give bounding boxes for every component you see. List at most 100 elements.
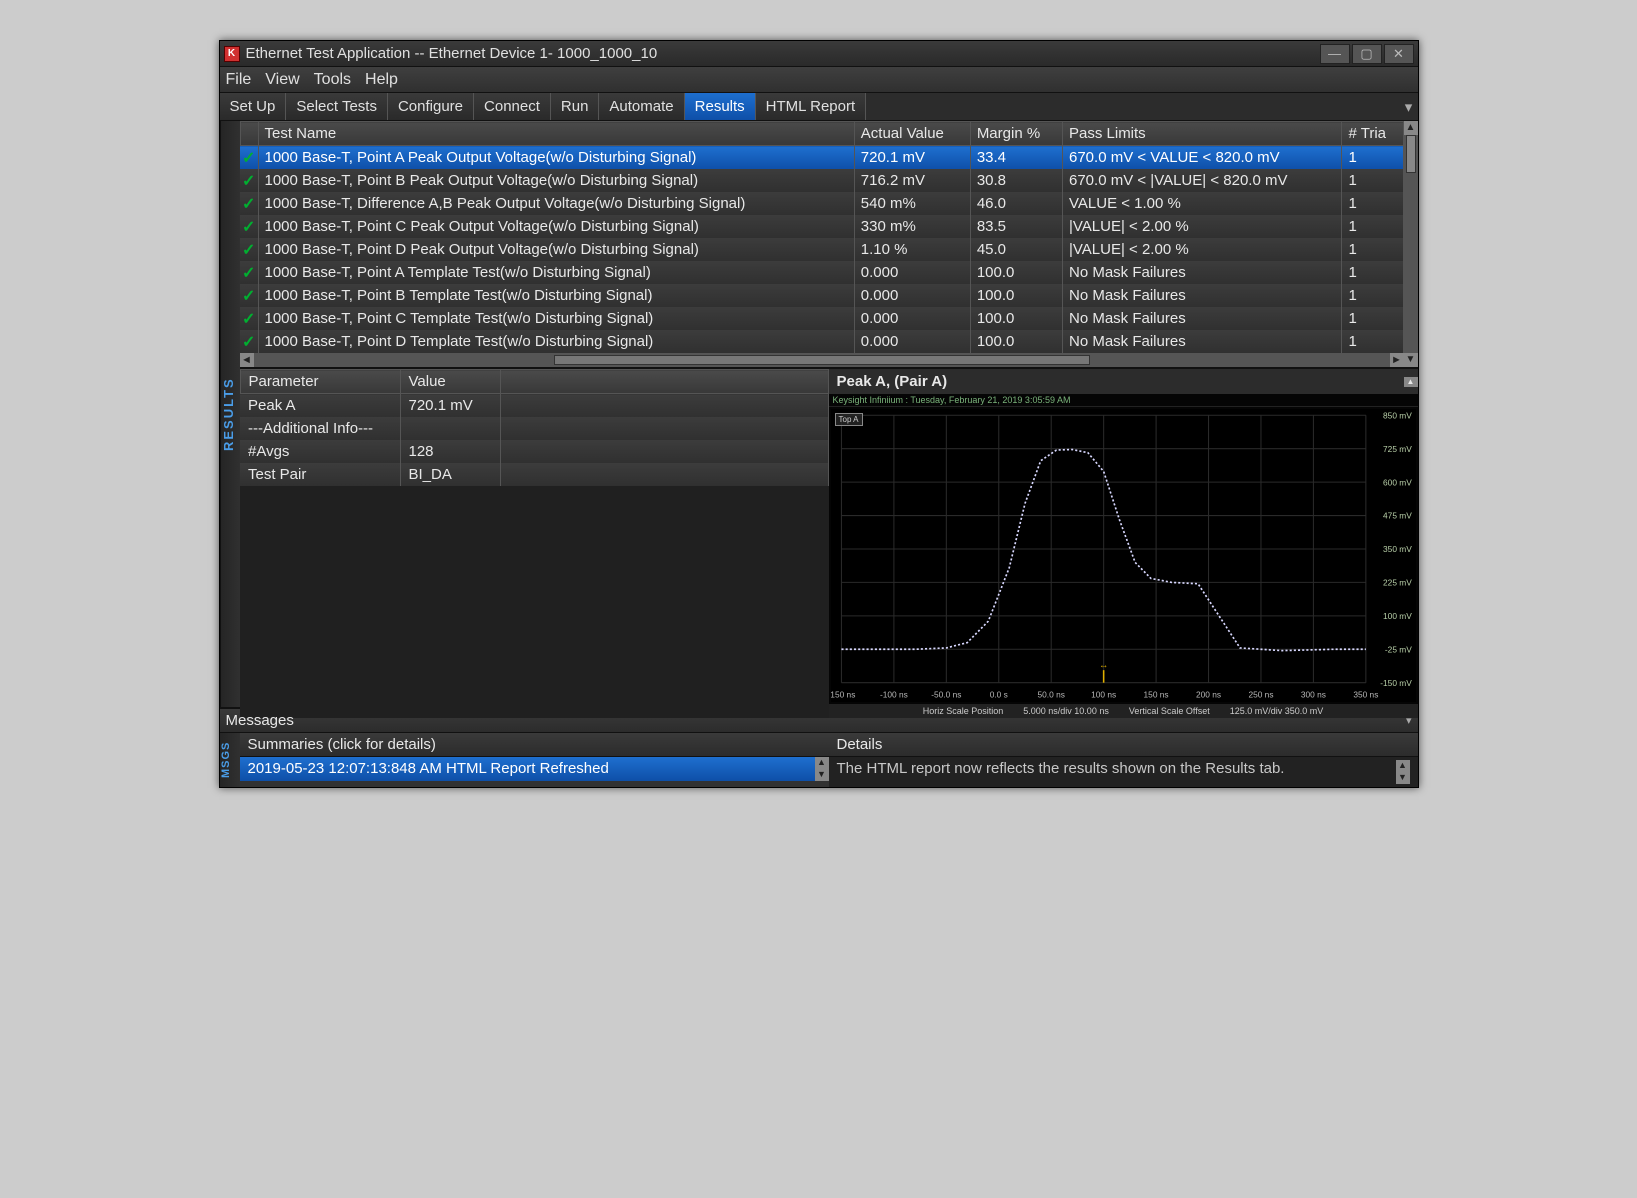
minimize-button[interactable]: —: [1320, 44, 1350, 64]
table-row[interactable]: ✓1000 Base-T, Point D Peak Output Voltag…: [240, 238, 1403, 261]
svg-text:850 mV: 850 mV: [1383, 410, 1412, 420]
menu-view[interactable]: View: [265, 71, 299, 89]
pass-icon: ✓: [240, 192, 258, 215]
cell-limits: No Mask Failures: [1063, 330, 1342, 353]
parameter-panel: Parameter Value Peak A720.1 mV---Additio…: [240, 369, 829, 718]
svg-text:300 ns: 300 ns: [1300, 689, 1325, 699]
param-row[interactable]: Peak A720.1 mV: [240, 394, 828, 418]
cell-limits: |VALUE| < 2.00 %: [1063, 238, 1342, 261]
param-extra: [500, 394, 828, 418]
tab-results[interactable]: Results: [685, 93, 756, 120]
summaries-item[interactable]: 2019-05-23 12:07:13:848 AM HTML Report R…: [240, 757, 815, 781]
cell-limits: 670.0 mV < VALUE < 820.0 mV: [1063, 146, 1342, 170]
svg-text:↔: ↔: [1098, 659, 1107, 670]
tab-configure[interactable]: Configure: [388, 93, 474, 120]
tab-run[interactable]: Run: [551, 93, 600, 120]
tabstrip-overflow-icon[interactable]: ▾: [1400, 93, 1418, 120]
menu-help[interactable]: Help: [365, 71, 398, 89]
cell-margin: 46.0: [970, 192, 1062, 215]
tab-automate[interactable]: Automate: [599, 93, 684, 120]
details-text: The HTML report now reflects the results…: [837, 760, 1396, 784]
results-col-margin[interactable]: Margin %: [970, 122, 1062, 146]
results-hscrollbar[interactable]: ◄►: [240, 353, 1404, 367]
close-button[interactable]: ✕: [1384, 44, 1414, 64]
results-side-tab[interactable]: RESULTS: [220, 121, 240, 707]
tabstrip: Set Up Select Tests Configure Connect Ru…: [220, 93, 1418, 121]
cell-actual: 1.10 %: [854, 238, 970, 261]
results-col-blank: [240, 122, 258, 146]
table-row[interactable]: ✓1000 Base-T, Point A Template Test(w/o …: [240, 261, 1403, 284]
results-vscrollbar[interactable]: ▲ ▼: [1404, 121, 1418, 367]
param-value: 720.1 mV: [400, 394, 500, 418]
table-row[interactable]: ✓1000 Base-T, Point A Peak Output Voltag…: [240, 146, 1403, 170]
table-row[interactable]: ✓1000 Base-T, Point B Template Test(w/o …: [240, 284, 1403, 307]
chart-panel: Peak A, (Pair A) ▲ Keysight Infiniium : …: [829, 369, 1418, 718]
cell-limits: VALUE < 1.00 %: [1063, 192, 1342, 215]
results-table-container: Test Name Actual Value Margin % Pass Lim…: [240, 121, 1418, 367]
cell-testname: 1000 Base-T, Point D Template Test(w/o D…: [258, 330, 854, 353]
app-icon: K: [224, 46, 240, 62]
param-row[interactable]: #Avgs128: [240, 440, 828, 463]
cell-trials: 1: [1342, 330, 1403, 353]
waveform-chart[interactable]: Top A -150 ns-100 ns-50.0 ns0.0 s50.0 ns…: [831, 409, 1416, 702]
svg-text:200 ns: 200 ns: [1196, 689, 1221, 699]
table-row[interactable]: ✓1000 Base-T, Difference A,B Peak Output…: [240, 192, 1403, 215]
cell-actual: 330 m%: [854, 215, 970, 238]
table-row[interactable]: ✓1000 Base-T, Point B Peak Output Voltag…: [240, 169, 1403, 192]
parameter-table[interactable]: Parameter Value Peak A720.1 mV---Additio…: [240, 369, 829, 486]
pass-icon: ✓: [240, 146, 258, 170]
svg-text:350 ns: 350 ns: [1353, 689, 1378, 699]
chart-vscroll[interactable]: ▲: [1404, 377, 1418, 387]
results-col-actual[interactable]: Actual Value: [854, 122, 970, 146]
results-col-trials[interactable]: # Tria: [1342, 122, 1403, 146]
cell-testname: 1000 Base-T, Point B Peak Output Voltage…: [258, 169, 854, 192]
param-name: Peak A: [240, 394, 400, 418]
results-table[interactable]: Test Name Actual Value Margin % Pass Lim…: [240, 121, 1404, 353]
param-name: #Avgs: [240, 440, 400, 463]
titlebar: K Ethernet Test Application -- Ethernet …: [220, 41, 1418, 67]
svg-text:725 mV: 725 mV: [1383, 444, 1412, 454]
pass-icon: ✓: [240, 169, 258, 192]
cell-actual: 720.1 mV: [854, 146, 970, 170]
messages-side-tab[interactable]: MSGS: [220, 733, 240, 787]
results-col-testname[interactable]: Test Name: [258, 122, 854, 146]
details-vscroll[interactable]: ▲▼: [1396, 760, 1410, 784]
param-col-extra: [500, 370, 828, 394]
cell-testname: 1000 Base-T, Point A Template Test(w/o D…: [258, 261, 854, 284]
cell-trials: 1: [1342, 307, 1403, 330]
menu-file[interactable]: File: [226, 71, 252, 89]
tab-html-report[interactable]: HTML Report: [756, 93, 866, 120]
tab-select-tests[interactable]: Select Tests: [286, 93, 388, 120]
cell-actual: 716.2 mV: [854, 169, 970, 192]
cell-testname: 1000 Base-T, Point C Peak Output Voltage…: [258, 215, 854, 238]
cell-actual: 0.000: [854, 284, 970, 307]
summaries-header[interactable]: Summaries (click for details): [240, 733, 829, 757]
cell-limits: No Mask Failures: [1063, 261, 1342, 284]
summaries-vscroll[interactable]: ▲▼: [815, 757, 829, 781]
cell-trials: 1: [1342, 169, 1403, 192]
param-row[interactable]: Test PairBI_DA: [240, 463, 828, 486]
svg-text:-150 mV: -150 mV: [1380, 678, 1412, 688]
cell-trials: 1: [1342, 215, 1403, 238]
param-row[interactable]: ---Additional Info---: [240, 417, 828, 440]
table-row[interactable]: ✓1000 Base-T, Point D Template Test(w/o …: [240, 330, 1403, 353]
cell-actual: 0.000: [854, 307, 970, 330]
cell-actual: 0.000: [854, 330, 970, 353]
table-row[interactable]: ✓1000 Base-T, Point C Peak Output Voltag…: [240, 215, 1403, 238]
maximize-button[interactable]: ▢: [1352, 44, 1382, 64]
table-row[interactable]: ✓1000 Base-T, Point C Template Test(w/o …: [240, 307, 1403, 330]
cell-margin: 100.0: [970, 330, 1062, 353]
chart-footer: Horiz Scale Position 5.000 ns/div 10.00 …: [829, 704, 1418, 718]
tab-connect[interactable]: Connect: [474, 93, 551, 120]
results-col-limits[interactable]: Pass Limits: [1063, 122, 1342, 146]
menu-tools[interactable]: Tools: [314, 71, 351, 89]
svg-text:150 ns: 150 ns: [1143, 689, 1168, 699]
cell-actual: 0.000: [854, 261, 970, 284]
cell-margin: 45.0: [970, 238, 1062, 261]
svg-text:0.0 s: 0.0 s: [989, 689, 1007, 699]
cell-margin: 30.8: [970, 169, 1062, 192]
cell-testname: 1000 Base-T, Point B Template Test(w/o D…: [258, 284, 854, 307]
summaries-panel: Summaries (click for details) 2019-05-23…: [240, 733, 829, 787]
param-value: [400, 417, 500, 440]
tab-setup[interactable]: Set Up: [220, 93, 287, 120]
